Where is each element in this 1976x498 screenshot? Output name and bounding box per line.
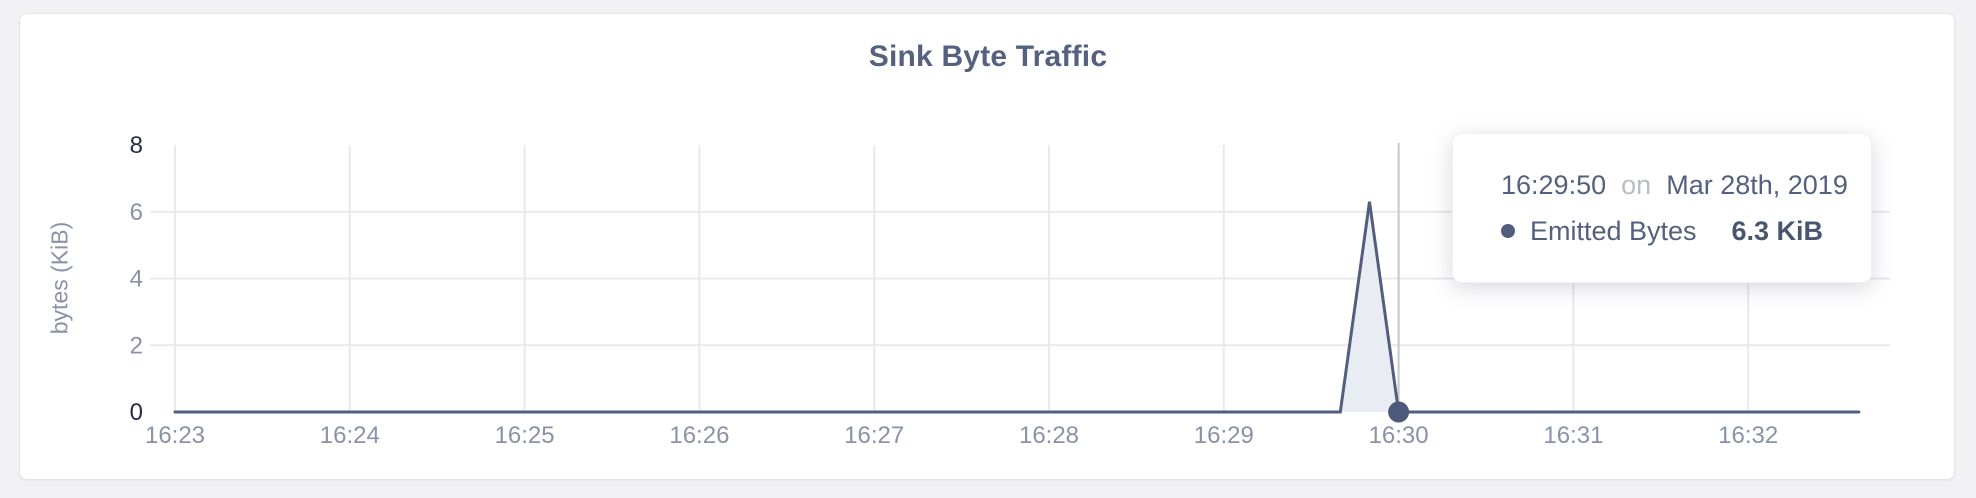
y-tick-label: 6 — [130, 199, 143, 226]
tooltip-header: 16:29:50 on Mar 28th, 2019 — [1501, 169, 1848, 201]
tooltip-series-label: Emitted Bytes — [1530, 215, 1697, 246]
tooltip-time: 16:29:50 — [1501, 169, 1607, 200]
y-tick-label: 0 — [130, 399, 143, 426]
tooltip-conjunction-text: on — [1621, 169, 1652, 200]
x-tick-label: 16:31 — [1543, 422, 1603, 449]
x-tick-label: 16:32 — [1718, 422, 1778, 449]
tooltip-date-text: Mar 28th, 2019 — [1666, 169, 1848, 200]
x-tick-label: 16:23 — [145, 422, 205, 449]
x-tick-label: 16:25 — [495, 422, 555, 449]
series-dot-icon — [1501, 224, 1515, 238]
y-tick-label: 8 — [130, 132, 143, 159]
x-tick-label: 16:24 — [320, 422, 380, 449]
tooltip-conjunction — [1614, 170, 1622, 200]
x-tick-label: 16:30 — [1369, 422, 1429, 449]
series-line — [173, 201, 1861, 414]
y-tick-label: 2 — [130, 332, 143, 359]
hover-point-marker — [1388, 401, 1410, 423]
chart-title: Sink Byte Traffic — [868, 40, 1108, 73]
x-tick-label: 16:27 — [844, 422, 904, 449]
chart-tooltip: 16:29:50 on Mar 28th, 2019 Emitted Bytes… — [1452, 133, 1872, 283]
tooltip-series-row: Emitted Bytes 6.3 KiB — [1501, 216, 1823, 247]
x-tick-label: 16:26 — [669, 422, 729, 449]
tooltip-series-value: 6.3 KiB — [1731, 215, 1823, 246]
y-tick-label: 4 — [130, 266, 143, 293]
x-tick-label: 16:29 — [1194, 422, 1254, 449]
x-tick-label: 16:28 — [1019, 422, 1079, 449]
